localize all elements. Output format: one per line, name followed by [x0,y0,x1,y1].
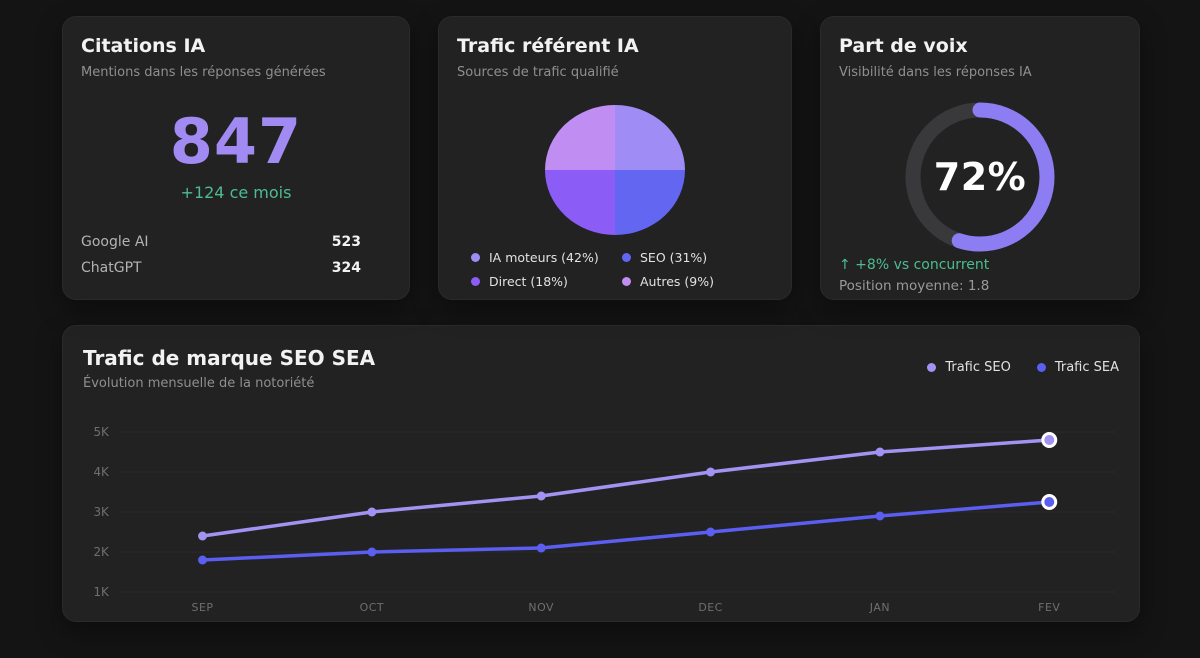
svg-text:JAN: JAN [869,601,890,614]
legend-label: Trafic SEO [945,360,1011,375]
citations-delta: +124 ce mois [180,183,292,202]
legend-dot-icon [622,277,631,286]
legend-label: IA moteurs (42%) [489,250,599,265]
legend-dot-icon [1036,363,1046,372]
line-chart: 5K 4K 3K 2K 1K SEP OCT NOV DEC JAN FEV [93,425,1116,614]
svg-text:4K: 4K [93,465,110,479]
legend-item-trafic-sea[interactable]: Trafic SEA [1036,360,1119,375]
svg-text:NOV: NOV [528,601,554,614]
svg-text:1K: 1K [93,585,110,599]
legend-item-ia-moteurs[interactable]: IA moteurs (42%) [471,250,622,265]
donut-gauge: 72% [900,97,1060,257]
pie-legend: IA moteurs (42%) SEO (31%) Direct (18%) … [457,250,773,289]
stat-row-chatgpt: ChatGPT 324 [81,255,361,281]
svg-text:DEC: DEC [698,601,722,614]
svg-text:OCT: OCT [360,601,384,614]
referral-title: Trafic référent IA [457,35,639,57]
legend-dot-icon [471,253,480,262]
legend-label: Trafic SEA [1054,360,1119,375]
legend-dot-icon [622,253,631,262]
stat-label: Google AI [81,234,149,250]
citations-card: Citations IA Mentions dans les réponses … [62,16,410,300]
citations-subtitle: Mentions dans les réponses générées [81,65,326,80]
legend-dot-icon [471,277,480,286]
legend-label: Autres (9%) [640,274,714,289]
chart-header: Trafic de marque SEO SEA Évolution mensu… [83,346,1119,391]
traffic-subtitle: Évolution mensuelle de la notoriété [83,376,315,391]
svg-text:SEP: SEP [192,601,214,614]
traffic-chart-card: Trafic de marque SEO SEA Évolution mensu… [62,325,1140,622]
gauge-arc [905,102,1055,252]
stat-row-google-ai: Google AI 523 [81,229,361,255]
stat-label: ChatGPT [81,260,142,276]
voice-subtitle: Visibilité dans les réponses IA [839,65,1032,80]
legend-label: Direct (18%) [489,274,568,289]
legend-label: SEO (31%) [640,250,708,265]
stat-value: 324 [331,260,361,276]
voice-title: Part de voix [839,35,968,57]
svg-text:3K: 3K [93,505,110,519]
referral-card: Trafic référent IA Sources de trafic qua… [438,16,792,300]
citations-title: Citations IA [81,35,206,57]
stat-value: 523 [331,234,361,250]
traffic-title: Trafic de marque SEO SEA [83,346,376,370]
svg-text:5K: 5K [93,425,110,439]
kpi-row: Citations IA Mentions dans les réponses … [62,16,1140,300]
legend-item-seo[interactable]: SEO (31%) [622,250,773,265]
legend-dot-icon [927,363,937,372]
pie-chart [545,105,685,235]
voice-card: Part de voix Visibilité dans les réponse… [820,16,1140,300]
legend-item-direct[interactable]: Direct (18%) [471,274,622,289]
legend-item-trafic-seo[interactable]: Trafic SEO [927,360,1011,375]
gauge-svg [905,102,1055,252]
legend-item-autres[interactable]: Autres (9%) [622,274,773,289]
chart-header-text: Trafic de marque SEO SEA Évolution mensu… [83,346,375,391]
referral-subtitle: Sources de trafic qualifié [457,65,619,80]
citations-value: 847 [169,105,303,178]
gauge-center-label: 72% [933,155,1027,199]
line-chart-legend: Trafic SEO Trafic SEA [927,360,1119,375]
voice-delta: ↑ +8% vs concurrent [839,257,990,273]
svg-text:2K: 2K [93,545,110,559]
citations-breakdown: Google AI 523 ChatGPT 324 [81,229,391,281]
voice-position: Position moyenne: 1.8 [839,278,990,294]
svg-text:FEV: FEV [1038,601,1060,614]
